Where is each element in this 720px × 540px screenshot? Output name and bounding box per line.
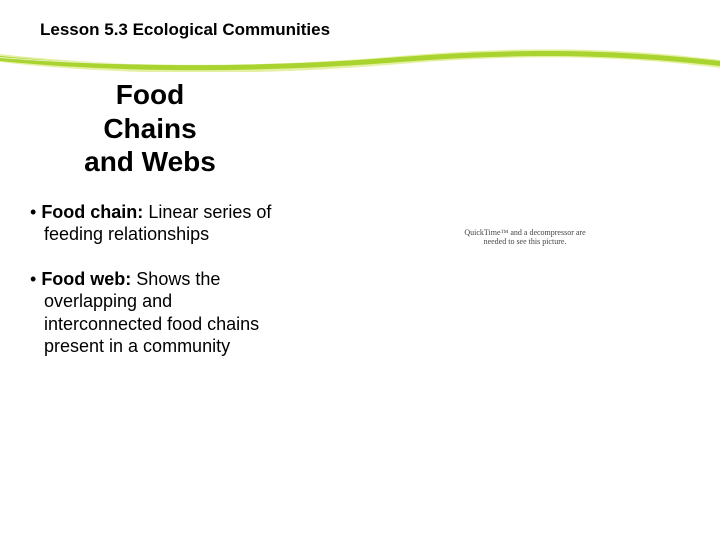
bullet-term: Food web: (41, 269, 131, 289)
title-line-2: Chains (103, 113, 196, 144)
decorative-wave (0, 46, 720, 72)
bullet-list: Food chain: Linear series of feeding rel… (20, 201, 280, 358)
slide-title: Food Chains and Webs (20, 78, 280, 179)
list-item: Food web: Shows the overlapping and inte… (20, 268, 280, 358)
quicktime-placeholder: QuickTime™ and a decompressor are needed… (462, 228, 588, 246)
header-band: Lesson 5.3 Ecological Communities (0, 0, 720, 70)
title-line-1: Food (116, 79, 184, 110)
wave-inner (0, 51, 720, 70)
lesson-label: Lesson 5.3 Ecological Communities (40, 20, 330, 40)
wave-highlight (0, 57, 220, 65)
title-line-3: and Webs (84, 146, 216, 177)
bullet-term: Food chain: (41, 202, 143, 222)
list-item: Food chain: Linear series of feeding rel… (20, 201, 280, 246)
wave-outer (0, 49, 720, 72)
content-column: Food Chains and Webs Food chain: Linear … (20, 78, 280, 380)
